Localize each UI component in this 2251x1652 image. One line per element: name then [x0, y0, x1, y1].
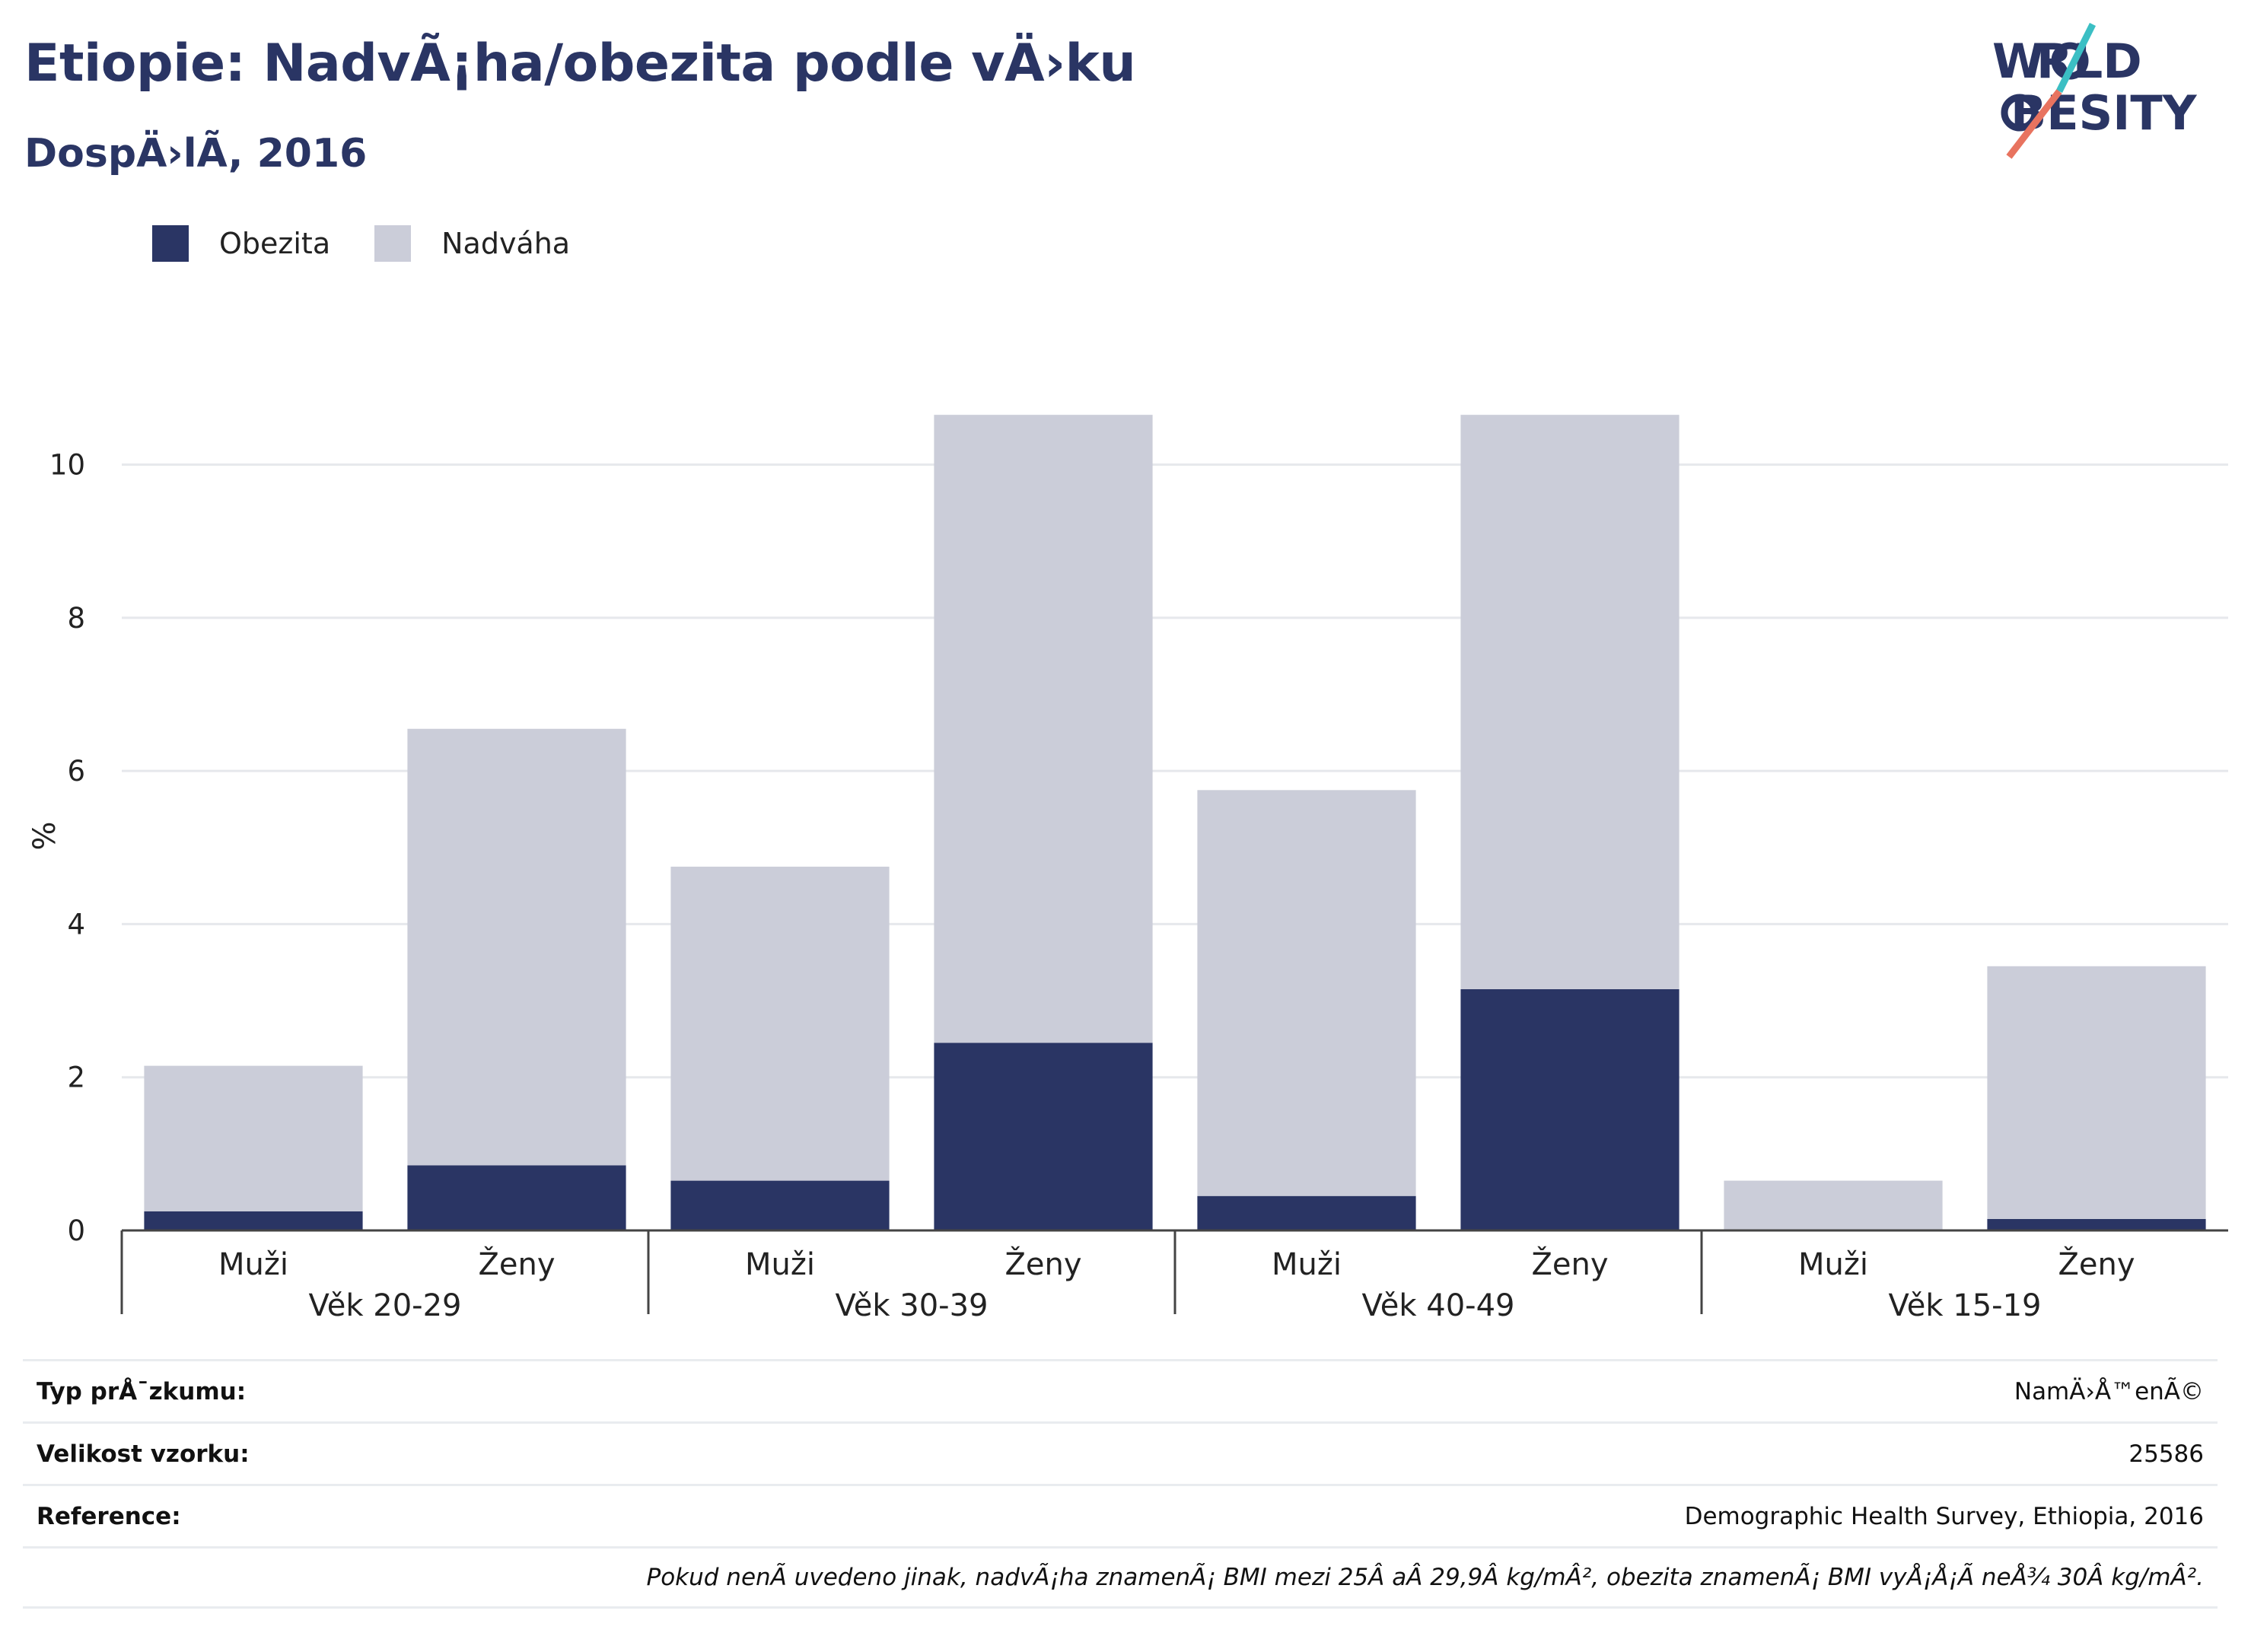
info-table: Typ prÅ¯zkumu: NamÄ›Å™enÃ© Velikost vzor…	[23, 1359, 2218, 1609]
info-key: Typ prÅ¯zkumu:	[37, 1377, 247, 1405]
x-category-label: Ženy	[1531, 1246, 1608, 1282]
legend-label-nadvaha: Nadváha	[441, 227, 571, 260]
chart-subtitle: DospÄ›lÃ, 2016	[24, 131, 368, 177]
legend-item-nadvaha[interactable]: Nadváha	[374, 225, 570, 262]
bar-nadvaha	[1724, 1180, 1943, 1230]
info-value: 25586	[2128, 1440, 2204, 1468]
x-group-label: Věk 20-29	[309, 1288, 462, 1323]
y-axis-label: %	[27, 821, 62, 850]
definition-note: Pokud nenÃ uvedeno jinak, nadvÃ¡ha zname…	[646, 1564, 2204, 1591]
bar-nadvaha	[934, 415, 1153, 1043]
definition-note-row: Pokud nenÃ uvedeno jinak, nadvÃ¡ha zname…	[23, 1546, 2218, 1609]
bar-obezita	[934, 1042, 1153, 1230]
legend-item-obezita[interactable]: Obezita	[152, 225, 330, 262]
x-group-label: Věk 40-49	[1362, 1288, 1515, 1323]
bar-nadvaha	[144, 1065, 363, 1211]
y-tick-label: 8	[67, 602, 85, 635]
info-key: Velikost vzorku:	[37, 1440, 250, 1468]
x-category-label: Muži	[745, 1247, 815, 1282]
legend-label-obezita: Obezita	[219, 227, 331, 260]
info-key: Reference:	[37, 1502, 181, 1530]
bar-obezita	[1197, 1195, 1416, 1230]
chart-title: Etiopie: NadvÃ¡ha/obezita podle vÄ›ku	[24, 33, 1136, 94]
y-tick-label: 0	[67, 1214, 85, 1247]
x-group-label: Věk 30-39	[836, 1288, 989, 1323]
info-row-sample-size: Velikost vzorku: 25586	[23, 1421, 2218, 1484]
legend-swatch-obezita	[152, 225, 189, 262]
bar-obezita	[1987, 1218, 2206, 1230]
info-value: Demographic Health Survey, Ethiopia, 201…	[1684, 1502, 2204, 1530]
bar-obezita	[407, 1165, 626, 1230]
bar-nadvaha	[1987, 966, 2206, 1219]
info-value: NamÄ›Å™enÃ©	[2014, 1377, 2204, 1405]
y-tick-label: 10	[49, 449, 85, 482]
bar-obezita	[670, 1180, 890, 1230]
legend-swatch-nadvaha	[374, 225, 412, 262]
y-tick-label: 4	[67, 908, 85, 941]
world-obesity-logo: W RLD BESITY	[1992, 23, 2198, 159]
bar-nadvaha	[1197, 790, 1416, 1196]
x-category-label: Ženy	[478, 1246, 555, 1282]
chart-legend: Obezita Nadváha	[152, 225, 614, 262]
info-row-survey-type: Typ prÅ¯zkumu: NamÄ›Å™enÃ©	[23, 1359, 2218, 1421]
bar-nadvaha	[1460, 415, 1679, 989]
x-category-label: Muži	[1272, 1247, 1342, 1282]
x-group-label: Věk 15-19	[1889, 1288, 2042, 1323]
bar-obezita	[1460, 988, 1679, 1230]
x-category-label: Ženy	[2058, 1246, 2135, 1282]
bar-nadvaha	[407, 728, 626, 1166]
bar-chart: 0 2 4 6 8 10% Muži Ženy Muži Ženy Muži Ženy Muži Ženy…	[27, 415, 2228, 1323]
x-category-label: Muži	[1798, 1247, 1868, 1282]
bar-nadvaha	[670, 866, 890, 1181]
y-tick-label: 6	[67, 755, 85, 788]
info-row-reference: Reference: Demographic Health Survey, Et…	[23, 1484, 2218, 1546]
svg-text:W: W	[1992, 33, 2044, 89]
y-tick-label: 2	[67, 1062, 85, 1094]
x-category-label: Muži	[218, 1247, 288, 1282]
bar-obezita	[144, 1211, 363, 1230]
x-category-label: Ženy	[1005, 1246, 1081, 1282]
